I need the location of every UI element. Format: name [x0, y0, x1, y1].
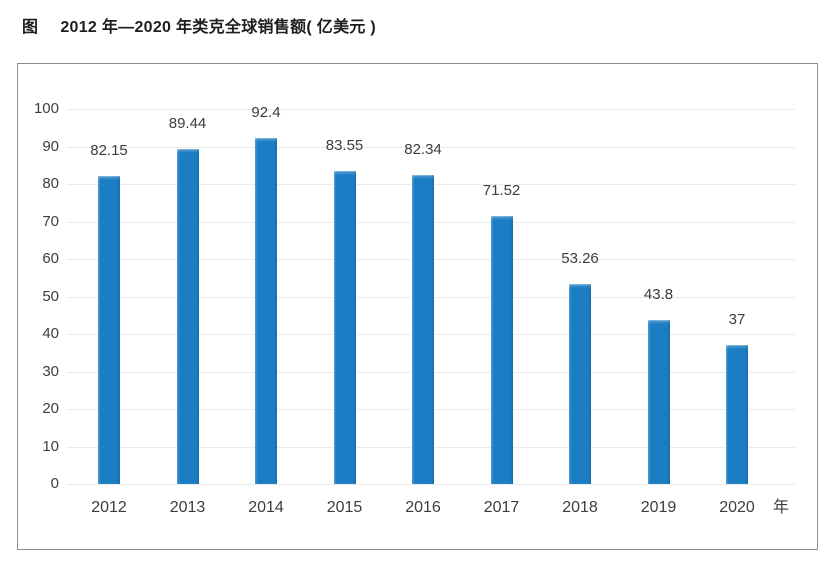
bar-value-label: 82.15 — [90, 141, 128, 159]
bar-value-label: 37 — [728, 311, 746, 329]
bar-2018[interactable] — [569, 284, 591, 484]
x-tick-label: 2014 — [248, 499, 284, 516]
bar-value-label: 92.4 — [251, 103, 281, 121]
y-tick-label: 40 — [42, 325, 59, 342]
bar-2014[interactable] — [255, 137, 277, 484]
bar-2015[interactable] — [333, 170, 356, 484]
x-tick-label: 2018 — [562, 499, 598, 516]
x-tick-label: 2013 — [169, 499, 206, 516]
chart-container: 年 0 10 20 30 40 50 60 70 80 90 100 82.15 2012 89.44 20… — [17, 63, 818, 550]
bar-value-label: 89.44 — [168, 114, 207, 132]
y-tick-label: 100 — [33, 100, 59, 117]
bar-2020[interactable] — [726, 345, 748, 484]
bar-2016[interactable] — [412, 175, 434, 484]
figure-title: 2012 年—2020 年类克全球销售额( 亿美元 ) — [60, 19, 377, 36]
bar-value-label: 82.34 — [404, 141, 442, 159]
bar-2012[interactable] — [98, 175, 120, 484]
y-tick-label: 80 — [42, 175, 59, 192]
y-tick-label: 0 — [50, 475, 59, 492]
bar-2013[interactable] — [176, 148, 199, 484]
y-tick-label: 50 — [42, 287, 59, 305]
y-tick-label: 30 — [42, 362, 59, 380]
y-tick-label: 60 — [42, 250, 59, 267]
bar-value-label: 71.52 — [482, 181, 521, 199]
y-tick-label: 20 — [42, 400, 59, 417]
x-axis-unit-label: 年 — [773, 499, 790, 516]
x-tick-label: 2016 — [405, 499, 441, 516]
y-tick-label: 10 — [42, 437, 59, 455]
gridline — [67, 484, 795, 485]
x-tick-label: 2015 — [326, 499, 363, 516]
bar-2019[interactable] — [647, 319, 670, 484]
gridline — [67, 146, 795, 148]
y-tick-label: 70 — [42, 212, 59, 230]
bar-value-label: 43.8 — [643, 285, 674, 303]
figure-tag-label: 图 — [22, 19, 39, 36]
gridline — [67, 109, 795, 110]
x-tick-label: 2012 — [91, 499, 127, 516]
bar-chart-plot-area: 年 0 10 20 30 40 50 60 70 80 90 100 82.15 2012 89.44 20… — [18, 64, 817, 549]
y-tick-label: 90 — [42, 137, 59, 155]
figure-caption: 图 2012 年—2020 年类克全球销售额( 亿美元 ) — [22, 13, 376, 37]
x-tick-label: 2019 — [640, 499, 677, 516]
bar-2017[interactable] — [490, 215, 513, 484]
bar-value-label: 83.55 — [325, 136, 364, 154]
x-tick-label: 2020 — [719, 499, 755, 516]
bar-value-label: 53.26 — [561, 250, 599, 268]
x-tick-label: 2017 — [483, 499, 520, 516]
